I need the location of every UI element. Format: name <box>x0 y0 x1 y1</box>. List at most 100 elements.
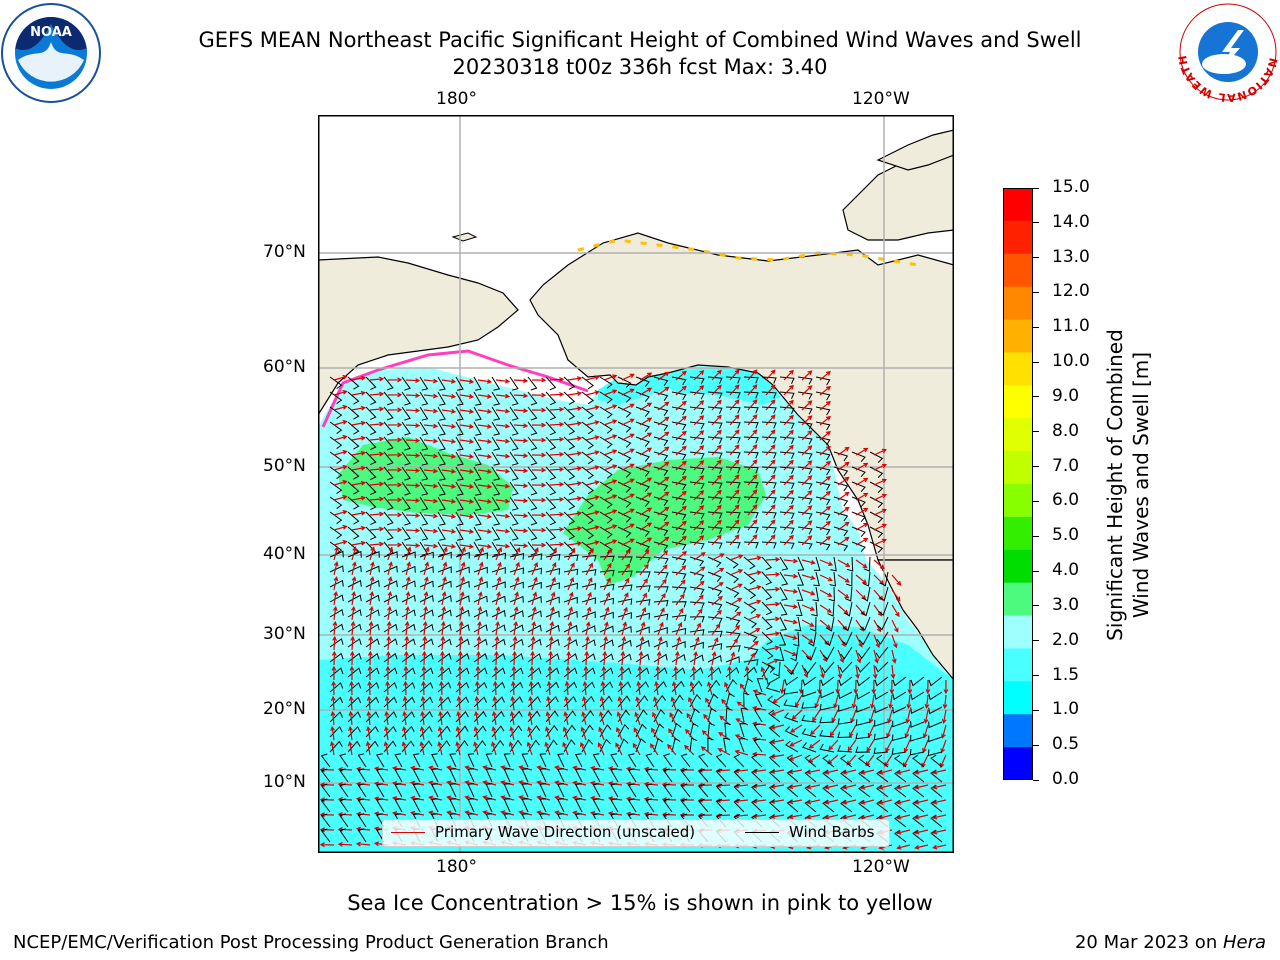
wave-direction-arrow <box>747 459 758 471</box>
lat-label-50n: 50°N <box>263 456 306 476</box>
wave-direction-arrow <box>639 492 653 501</box>
wave-direction-arrow <box>384 710 390 726</box>
wave-direction-arrow <box>621 478 635 486</box>
wind-barb <box>833 526 849 537</box>
wind-barb <box>383 526 394 541</box>
wind-barb <box>473 481 482 496</box>
wave-direction-arrow <box>350 620 356 636</box>
wind-barb <box>437 436 446 451</box>
wind-barb <box>383 565 398 573</box>
wind-barb <box>671 511 687 521</box>
wind-barb <box>365 481 377 496</box>
chukotka-land <box>318 256 519 417</box>
wind-barb <box>357 813 367 828</box>
wave-direction-arrow <box>824 799 839 805</box>
wind-barb <box>509 595 524 603</box>
wave-direction-arrow <box>458 635 464 651</box>
wind-barb <box>467 768 475 783</box>
wave-direction-arrow <box>513 453 529 459</box>
legend-wave-direction-label: Primary Wave Direction (unscaled) <box>435 823 696 841</box>
wave-direction-arrow <box>707 681 713 696</box>
wind-barb <box>635 406 650 417</box>
wind-barb <box>671 627 687 635</box>
wind-barb <box>635 585 651 592</box>
wind-barb <box>860 601 871 617</box>
wind-barb <box>784 676 799 686</box>
wind-barb <box>329 594 344 603</box>
colorbar-tick-mark <box>1033 326 1039 328</box>
wind-barb <box>521 768 529 783</box>
wave-direction-arrow <box>405 591 411 606</box>
wind-barb <box>509 610 524 618</box>
wave-direction-arrow <box>441 546 448 561</box>
wind-barb <box>329 550 344 558</box>
wave-direction-arrow <box>369 541 385 547</box>
wind-barb <box>761 526 777 534</box>
wave-direction-arrow <box>580 741 587 756</box>
colorbar-tick-label: 4.0 <box>1052 560 1080 581</box>
wind-barb <box>610 768 619 783</box>
wind-barb <box>635 556 651 564</box>
wind-barb <box>599 555 615 563</box>
wind-barb <box>804 769 817 783</box>
wave-direction-arrow <box>513 547 521 561</box>
lat-label-40n: 40°N <box>263 544 306 564</box>
colorbar-tick-label: 0.0 <box>1052 769 1080 789</box>
wave-direction-arrow <box>765 571 781 577</box>
wind-barb <box>473 624 488 633</box>
wind-barb <box>419 526 429 541</box>
wind-barb <box>838 691 853 700</box>
wave-direction-arrow <box>351 561 357 576</box>
wave-direction-arrow <box>693 505 705 516</box>
wind-barb <box>376 828 385 843</box>
wind-barb <box>857 661 871 673</box>
wind-barb <box>320 768 331 783</box>
wave-direction-arrow <box>801 430 813 441</box>
wave-direction-arrow <box>422 620 428 636</box>
colorbar-tick-mark <box>1033 361 1039 363</box>
wave-direction-arrow <box>369 496 385 502</box>
wind-barb <box>599 709 613 723</box>
wind-barb <box>894 769 907 783</box>
wave-direction-arrow <box>657 521 670 531</box>
wave-direction-arrow <box>351 510 367 516</box>
wave-direction-arrow <box>747 369 758 381</box>
wind-barb <box>521 798 529 813</box>
wave-direction-arrow <box>585 635 590 651</box>
wind-barb <box>653 556 669 565</box>
wave-direction-arrow <box>567 481 583 486</box>
wave-direction-arrow <box>491 710 497 726</box>
wave-direction-arrow <box>441 468 457 474</box>
wind-barb <box>401 526 411 541</box>
wave-direction-arrow <box>765 534 776 546</box>
wave-direction-arrow <box>333 539 348 546</box>
wind-barb <box>329 526 343 540</box>
wind-barb <box>838 676 853 687</box>
wind-barb <box>635 451 650 462</box>
lat-label-70n: 70°N <box>263 242 306 262</box>
wave-direction-arrow <box>878 769 893 775</box>
wind-barb <box>797 391 813 400</box>
wave-direction-arrow <box>369 391 385 397</box>
wind-barb <box>851 541 866 553</box>
wave-direction-arrow <box>567 591 574 606</box>
wind-barb <box>671 614 687 622</box>
wind-barb <box>419 466 429 481</box>
wind-barb <box>449 798 457 813</box>
wave-direction-arrow <box>819 475 831 486</box>
wind-barb <box>756 678 764 693</box>
colorbar-tick-label: 1.0 <box>1052 699 1080 720</box>
wave-direction-arrow <box>783 444 794 456</box>
wind-barb <box>707 571 722 583</box>
wave-direction-arrow <box>675 430 687 441</box>
wind-barb <box>455 511 464 526</box>
wind-barb <box>347 565 362 573</box>
wind-barb <box>617 625 632 633</box>
wind-barb <box>419 391 429 406</box>
wind-barb <box>743 586 757 600</box>
wave-direction-arrow <box>513 591 519 606</box>
wave-direction-arrow <box>891 634 898 649</box>
wave-direction-arrow <box>819 445 831 456</box>
wind-barb <box>874 676 889 687</box>
wind-barb <box>394 768 403 783</box>
